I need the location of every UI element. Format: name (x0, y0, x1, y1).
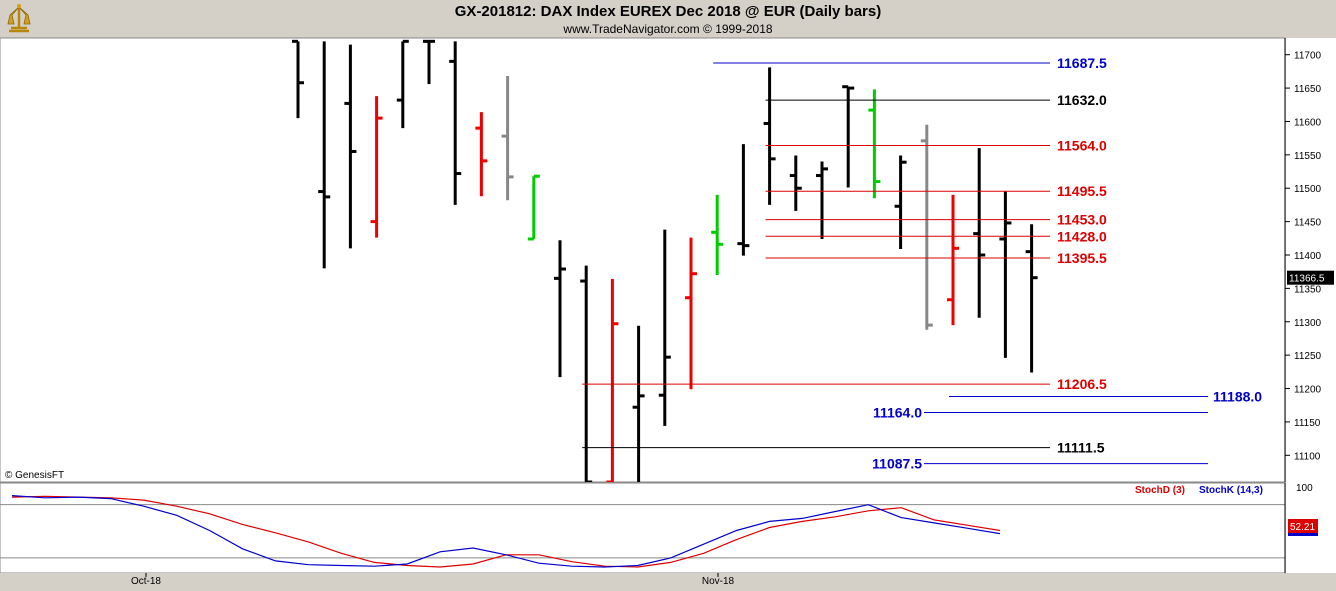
price-tick-label: 11650 (1294, 84, 1322, 95)
genesis-watermark: © GenesisFT (5, 470, 64, 481)
price-tick-label: 11150 (1294, 418, 1321, 429)
price-level-label: 11206.5 (1057, 376, 1107, 392)
price-tick-label: 11200 (1294, 385, 1322, 396)
ohlc-bar (842, 85, 855, 188)
last-price-label: 11366.5 (1289, 274, 1325, 285)
price-tick-label: 11400 (1294, 251, 1322, 262)
ohlc-bar (1025, 224, 1038, 373)
price-level-label: 11164.0 (873, 405, 922, 421)
ohlc-bar (894, 155, 907, 249)
chart-subtitle: www.TradeNavigator.com © 1999-2018 (563, 22, 773, 36)
price-level: 11564.0 (765, 137, 1107, 153)
price-tick-label: 11600 (1294, 117, 1322, 128)
price-level: 11206.5 (582, 376, 1107, 392)
stoch-tick-label: 100 (1296, 483, 1313, 494)
price-level: 11428.0 (765, 228, 1107, 244)
ohlc-bar (292, 39, 304, 119)
price-level: 11495.5 (765, 183, 1107, 199)
price-level-label: 11087.5 (872, 456, 922, 472)
ohlc-bar (632, 325, 645, 482)
price-tick-label: 11550 (1294, 151, 1322, 162)
price-level: 11632.0 (765, 92, 1107, 108)
legend-stochk: StochK (14,3) (1199, 485, 1263, 496)
ohlc-bar (475, 112, 488, 197)
price-level: 11111.5 (582, 440, 1105, 456)
ohlc-bar (763, 67, 776, 205)
ohlc-bar (580, 265, 593, 482)
price-tick-label: 11250 (1294, 351, 1322, 362)
ohlc-bar (554, 240, 566, 378)
stochk-line (11, 495, 1001, 568)
ohlc-bar (423, 39, 435, 85)
price-level-label: 11428.0 (1057, 228, 1107, 244)
ohlc-bar (868, 89, 881, 199)
price-level: 11395.5 (765, 250, 1107, 266)
date-labels: Oct-18 Nov-18 (131, 573, 735, 587)
ohlc-bar (711, 194, 724, 276)
price-level-label: 11453.0 (1057, 212, 1107, 228)
ohlc-bar (685, 237, 697, 390)
stochastic-axis: 100 52.21 (1284, 483, 1336, 573)
price-level-label: 11632.0 (1057, 92, 1107, 108)
price-level: 11687.5 (713, 55, 1107, 71)
chart-title: GX-201812: DAX Index EUREX Dec 2018 @ EU… (454, 3, 882, 20)
last-price-box (1287, 270, 1334, 285)
price-panel (0, 37, 1286, 483)
ohlc-bar (449, 41, 462, 205)
ohlc-bar (658, 229, 671, 426)
price-level-label: 11564.0 (1057, 137, 1107, 153)
ohlc-bar (318, 41, 331, 269)
ohlc-bar (606, 279, 619, 482)
ohlc-bar (344, 44, 357, 249)
price-level-label: 11111.5 (1057, 440, 1105, 456)
price-tick-label: 11100 (1294, 451, 1321, 462)
ohlc-bar (947, 194, 959, 326)
ohlc-bar (920, 124, 933, 330)
ohlc-bar (737, 144, 750, 256)
price-tick-label: 11700 (1294, 51, 1322, 62)
price-level-label: 11395.5 (1057, 250, 1107, 266)
date-label: Nov-18 (702, 576, 735, 587)
ohlc-bar (973, 148, 986, 318)
ohlc-bar (370, 96, 383, 238)
price-level: 11164.0 (873, 405, 1208, 421)
ohlc-bar (527, 174, 540, 241)
price-level: 11453.0 (765, 212, 1107, 228)
price-level-label: 11687.5 (1057, 55, 1107, 71)
genesis-logo-icon (3, 2, 35, 34)
price-tick-label: 11450 (1294, 218, 1322, 229)
date-axis (0, 573, 1285, 591)
legend-stochd: StochD (3) (1135, 485, 1185, 496)
stoch-last-box-k (1288, 533, 1318, 536)
price-axis-bg (1286, 38, 1336, 483)
stoch-last-box (1288, 519, 1318, 533)
price-level: 11087.5 (872, 456, 1208, 472)
price-level-label: 11495.5 (1057, 183, 1107, 199)
price-tick-label: 11500 (1294, 184, 1322, 195)
price-axis: 11100 11150 11200 11250 11300 11350 11400 11450… (1284, 38, 1336, 483)
price-level: 11188.0 (949, 389, 1262, 405)
price-levels: 11687.5 11632.0 11564.0 11495.5 11453.011428… (582, 55, 1262, 472)
ohlc-bar (816, 161, 828, 239)
price-bars (292, 39, 1038, 482)
date-label: Oct-18 (131, 576, 161, 587)
chart-header: GX-201812: DAX Index EUREX Dec 2018 @ EU… (0, 0, 1336, 38)
stoch-last-label: 52.21 (1290, 522, 1315, 533)
stochastic-panel (0, 482, 1286, 574)
ohlc-bar (396, 39, 409, 129)
ohlc-bar (789, 155, 802, 211)
ohlc-bar (501, 76, 514, 201)
price-tick-label: 11300 (1294, 318, 1322, 329)
stochastic-lines (0, 495, 1285, 568)
price-level-label: 11188.0 (1213, 389, 1262, 405)
price-tick-label: 11350 (1294, 284, 1322, 295)
